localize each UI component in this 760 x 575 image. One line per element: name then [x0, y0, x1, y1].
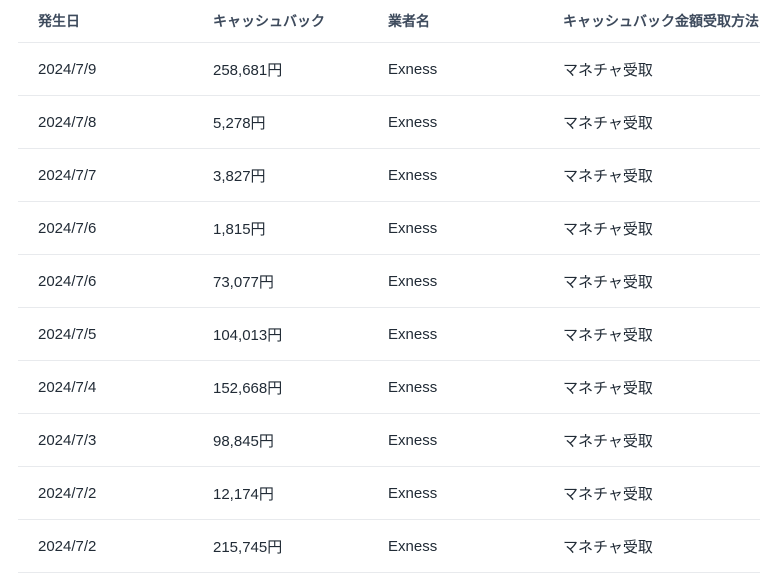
- cell-date: 2024/7/2: [18, 519, 193, 573]
- cell-broker: Exness: [368, 519, 543, 573]
- cell-date: 2024/7/4: [18, 360, 193, 414]
- cell-method: マネチャ受取: [543, 413, 760, 467]
- cell-cashback: 104,013円: [193, 307, 368, 361]
- cell-method: マネチャ受取: [543, 254, 760, 308]
- cell-broker: Exness: [368, 201, 543, 255]
- cell-date: 2024/7/9: [18, 42, 193, 96]
- cell-date: 2024/7/6: [18, 201, 193, 255]
- cell-cashback: 12,174円: [193, 466, 368, 520]
- cell-broker: Exness: [368, 95, 543, 149]
- cell-method: マネチャ受取: [543, 307, 760, 361]
- cell-cashback: 3,827円: [193, 148, 368, 202]
- cell-date: 2024/7/3: [18, 413, 193, 467]
- cell-method: マネチャ受取: [543, 201, 760, 255]
- table-row: 2024/7/7 3,827円 Exness マネチャ受取: [18, 148, 760, 202]
- cell-method: マネチャ受取: [543, 148, 760, 202]
- table-row: 2024/7/6 1,815円 Exness マネチャ受取: [18, 201, 760, 255]
- cell-broker: Exness: [368, 307, 543, 361]
- cell-cashback: 215,745円: [193, 519, 368, 573]
- cell-date: 2024/7/7: [18, 148, 193, 202]
- cell-broker: Exness: [368, 254, 543, 308]
- cashback-table: 発生日 キャッシュバック 業者名 キャッシュバック金額受取方法 2024/7/9…: [18, 0, 760, 573]
- table-row: 2024/7/2 215,745円 Exness マネチャ受取: [18, 519, 760, 573]
- column-header-method: キャッシュバック金額受取方法: [543, 0, 760, 43]
- cell-method: マネチャ受取: [543, 519, 760, 573]
- cell-method: マネチャ受取: [543, 95, 760, 149]
- cell-method: マネチャ受取: [543, 42, 760, 96]
- cell-date: 2024/7/5: [18, 307, 193, 361]
- table-row: 2024/7/4 152,668円 Exness マネチャ受取: [18, 360, 760, 414]
- cell-cashback: 5,278円: [193, 95, 368, 149]
- cell-date: 2024/7/6: [18, 254, 193, 308]
- cell-broker: Exness: [368, 42, 543, 96]
- cell-method: マネチャ受取: [543, 466, 760, 520]
- column-header-cashback: キャッシュバック: [193, 0, 368, 43]
- table-header-row: 発生日 キャッシュバック 業者名 キャッシュバック金額受取方法: [18, 0, 760, 43]
- table-row: 2024/7/3 98,845円 Exness マネチャ受取: [18, 413, 760, 467]
- table-row: 2024/7/5 104,013円 Exness マネチャ受取: [18, 307, 760, 361]
- cell-method: マネチャ受取: [543, 360, 760, 414]
- cell-broker: Exness: [368, 148, 543, 202]
- cell-cashback: 98,845円: [193, 413, 368, 467]
- cell-cashback: 1,815円: [193, 201, 368, 255]
- table-row: 2024/7/9 258,681円 Exness マネチャ受取: [18, 42, 760, 96]
- table-row: 2024/7/8 5,278円 Exness マネチャ受取: [18, 95, 760, 149]
- table-row: 2024/7/2 12,174円 Exness マネチャ受取: [18, 466, 760, 520]
- cell-cashback: 258,681円: [193, 42, 368, 96]
- cell-date: 2024/7/8: [18, 95, 193, 149]
- cell-broker: Exness: [368, 466, 543, 520]
- column-header-date: 発生日: [18, 0, 193, 43]
- cell-broker: Exness: [368, 360, 543, 414]
- column-header-broker: 業者名: [368, 0, 543, 43]
- cell-date: 2024/7/2: [18, 466, 193, 520]
- cell-cashback: 152,668円: [193, 360, 368, 414]
- table-row: 2024/7/6 73,077円 Exness マネチャ受取: [18, 254, 760, 308]
- cell-broker: Exness: [368, 413, 543, 467]
- cell-cashback: 73,077円: [193, 254, 368, 308]
